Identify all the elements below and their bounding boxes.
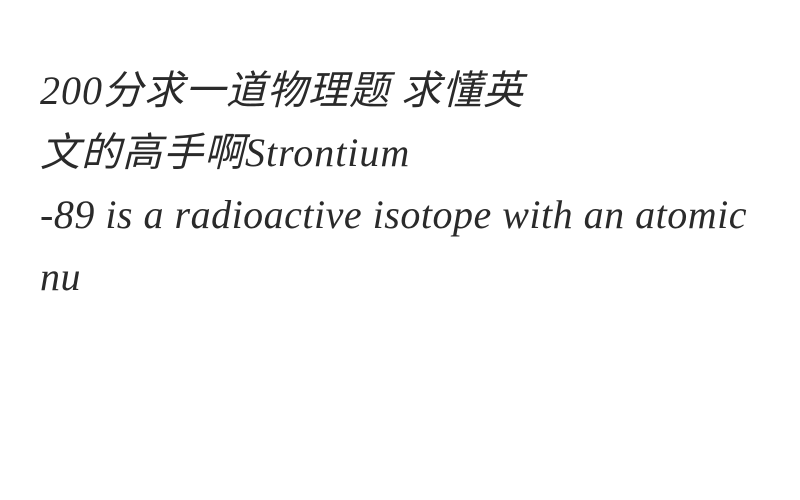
text-line-1: 200分求一道物理题 求懂英: [40, 68, 524, 113]
document-page: 200分求一道物理题 求懂英 文的高手啊Strontium -89 is a r…: [0, 0, 800, 500]
text-line-2: 文的高手啊Strontium: [40, 130, 410, 175]
question-text-block: 200分求一道物理题 求懂英 文的高手啊Strontium -89 is a r…: [40, 60, 760, 308]
text-line-3: -89 is a radioactive isotope with an ato…: [40, 192, 747, 299]
